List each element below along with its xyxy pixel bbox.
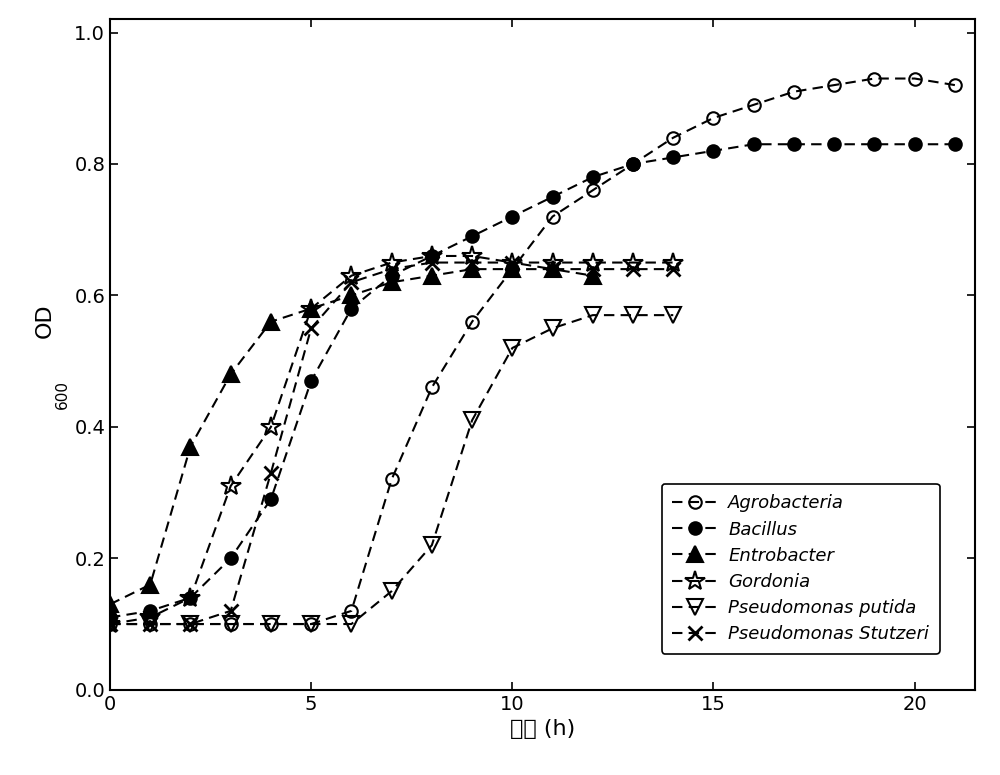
Legend: Agrobacteria, Bacillus, Entrobacter, Gordonia, Pseudomonas putida, Pseudomonas S: Agrobacteria, Bacillus, Entrobacter, Gor… — [662, 484, 940, 654]
X-axis label: 时间 (h): 时间 (h) — [510, 719, 575, 739]
Text: OD: OD — [35, 304, 55, 339]
Text: 600: 600 — [55, 381, 70, 409]
